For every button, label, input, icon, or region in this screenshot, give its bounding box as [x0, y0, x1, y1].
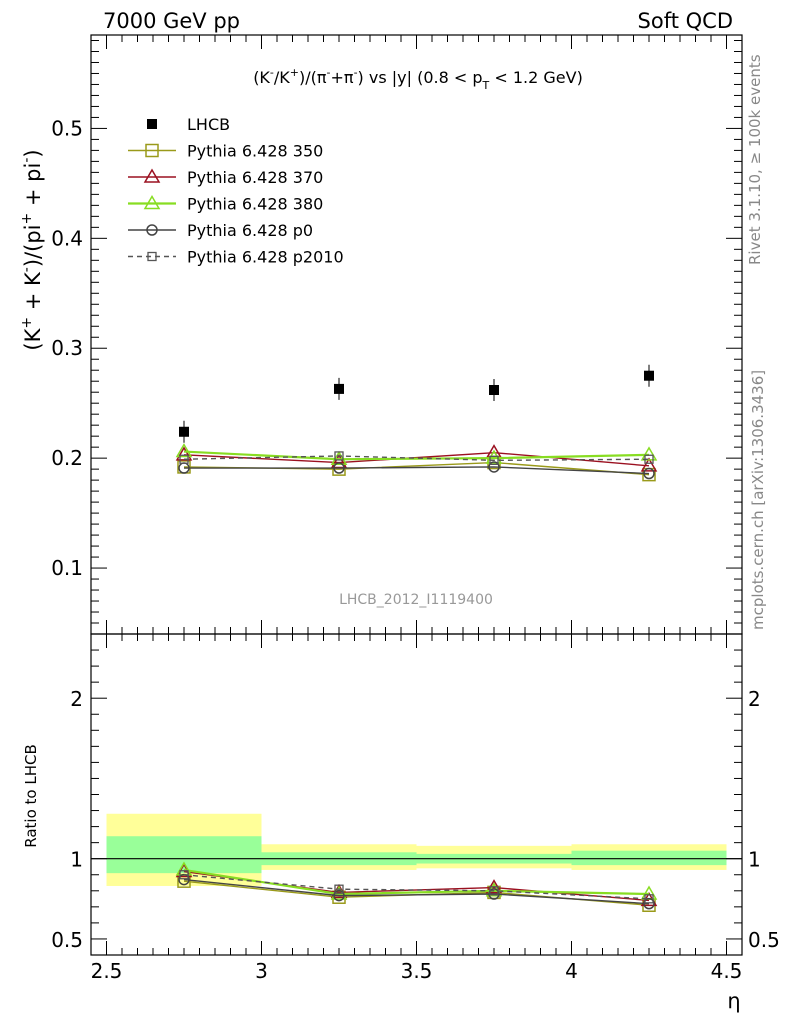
point-p0 [488, 461, 500, 473]
point-p370 [640, 457, 658, 472]
ratio-ylabel: Ratio to LHCB [22, 744, 40, 848]
ratio-band-inner [571, 850, 727, 866]
point-data [179, 426, 189, 437]
point-data [644, 370, 654, 381]
ratio-y-tick-label: 1 [70, 848, 83, 872]
y-tick-label: 0.5 [51, 116, 83, 140]
point-p0 [178, 873, 190, 886]
main-ylabel: (K+ + K-)/(pi+ + pi-) [19, 149, 45, 350]
series-line-p0 [183, 878, 650, 905]
ratio-band-inner [106, 836, 262, 874]
legend-marker-data [147, 119, 157, 129]
point-p0 [643, 897, 655, 910]
point-data [334, 383, 344, 394]
series-line-p2010 [183, 874, 650, 900]
point-p0 [333, 889, 345, 902]
legend-marker-p2010 [147, 251, 157, 262]
ratio-y-tick-label-right: 2 [748, 687, 761, 711]
x-tick-label: 3.5 [401, 959, 433, 983]
point-p2010 [179, 870, 189, 880]
series-line-p380 [183, 450, 650, 461]
point-p2010 [334, 451, 344, 461]
legend-label-p2010: Pythia 6.428 p2010 [187, 248, 344, 267]
point-p2010 [489, 886, 499, 896]
series-line-p0 [184, 466, 650, 475]
rivet-label: Rivet 3.1.10, ≥ 100k events [746, 54, 764, 265]
point-p0 [488, 888, 500, 900]
legend: LHCB Pythia 6.428 350 Pythia 6.428 370 Pyth… [128, 115, 344, 267]
ratio-y-tick-label-right: 1 [748, 848, 761, 872]
point-p2010 [644, 894, 654, 904]
y-tick-label: 0.4 [51, 226, 83, 250]
x-axis-label: η [727, 989, 740, 1013]
ratio-y-tick-label: 2 [70, 687, 83, 711]
legend-label-p0: Pythia 6.428 p0 [187, 221, 313, 240]
legend-marker-p370 [143, 168, 161, 183]
point-p2010 [489, 455, 499, 465]
point-p370 [175, 446, 193, 461]
point-p2010 [179, 454, 189, 464]
legend-label-p380: Pythia 6.428 380 [187, 195, 323, 214]
point-p380 [640, 446, 658, 461]
ratio-y-tick-label-right: 0.5 [748, 928, 780, 952]
main-title: (K-/K+)/(π-+π-) vs |y| (0.8 < pT < 1.2 G… [253, 66, 583, 92]
legend-marker-p380 [143, 195, 161, 210]
x-tick-label: 2.5 [91, 959, 123, 983]
legend-label-p350: Pythia 6.428 350 [187, 142, 323, 161]
point-p380 [175, 443, 193, 458]
series-line-p380 [183, 868, 650, 896]
ratio-y-tick-label: 0.5 [51, 928, 83, 952]
header-left: 7000 GeV pp [103, 9, 240, 33]
y-tick-label: 0.1 [51, 556, 83, 580]
x-tick-label: 3 [255, 959, 268, 983]
legend-marker-p350 [145, 143, 159, 158]
mcplots-label: mcplots.cern.ch [arXiv:1306.3436] [749, 370, 767, 630]
analysis-watermark: LHCB_2012_I1119400 [339, 592, 493, 608]
point-p2010 [334, 884, 344, 894]
x-tick-label: 4.5 [711, 959, 743, 983]
legend-label-data: LHCB [187, 115, 230, 134]
legend-label-p370: Pythia 6.428 370 [187, 168, 323, 187]
header-right: Soft QCD [638, 9, 733, 33]
point-p2010 [644, 454, 654, 464]
y-tick-label: 0.3 [51, 336, 83, 360]
point-p0 [333, 462, 345, 474]
x-tick-label: 4 [565, 959, 578, 983]
ratio-uncertainty-bands [106, 813, 727, 886]
y-tick-label: 0.2 [51, 446, 83, 470]
legend-marker-p0 [146, 224, 158, 236]
ratio-panel: 2.5 3 3.5 4 4.50.5 0.51 12 2 [51, 633, 780, 983]
point-p0 [643, 467, 655, 480]
point-data [489, 385, 499, 396]
series-line-p2010 [183, 455, 650, 462]
